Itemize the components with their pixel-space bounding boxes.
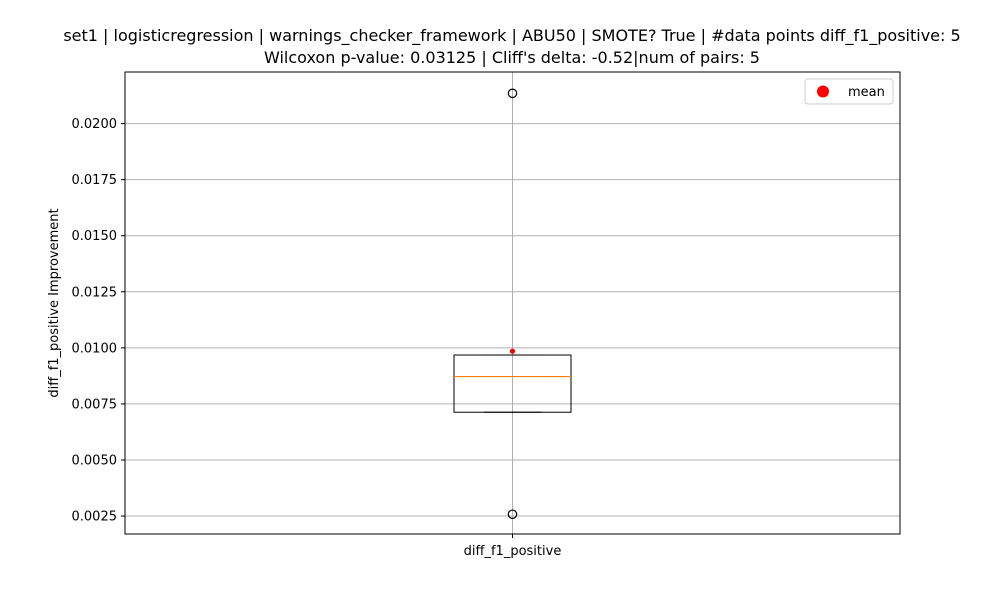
mean-point [509,348,516,354]
y-tick-label: 0.0175 [72,173,118,188]
grid-lines [125,72,900,534]
x-tick-label: diff_f1_positive [464,544,562,559]
y-tick-label: 0.0150 [72,229,118,244]
y-tick-label: 0.0025 [72,510,118,525]
legend: mean [804,78,894,105]
y-axis-label: diff_f1_positive Improvement [47,208,62,397]
legend-mean-marker [817,85,829,98]
y-tick-label: 0.0100 [72,341,118,356]
y-tick-label: 0.0050 [72,453,118,468]
y-tick-label: 0.0075 [72,397,118,412]
y-tick-label: 0.0200 [72,117,118,132]
chart-subtitle: Wilcoxon p-value: 0.03125 | Cliff's delt… [264,48,760,67]
axis-ticks: 0.0025 0.0050 0.0075 0.0100 0.0125 0.0150 0.01… [72,117,562,559]
y-tick-label: 0.0125 [72,285,118,300]
box-plot [453,88,572,520]
outlier-point [507,509,518,520]
legend-frame [804,78,894,105]
chart-title: set1 | logisticregression | warnings_che… [63,26,961,45]
outlier-point [507,88,518,99]
legend-mean-label: mean [848,85,885,100]
